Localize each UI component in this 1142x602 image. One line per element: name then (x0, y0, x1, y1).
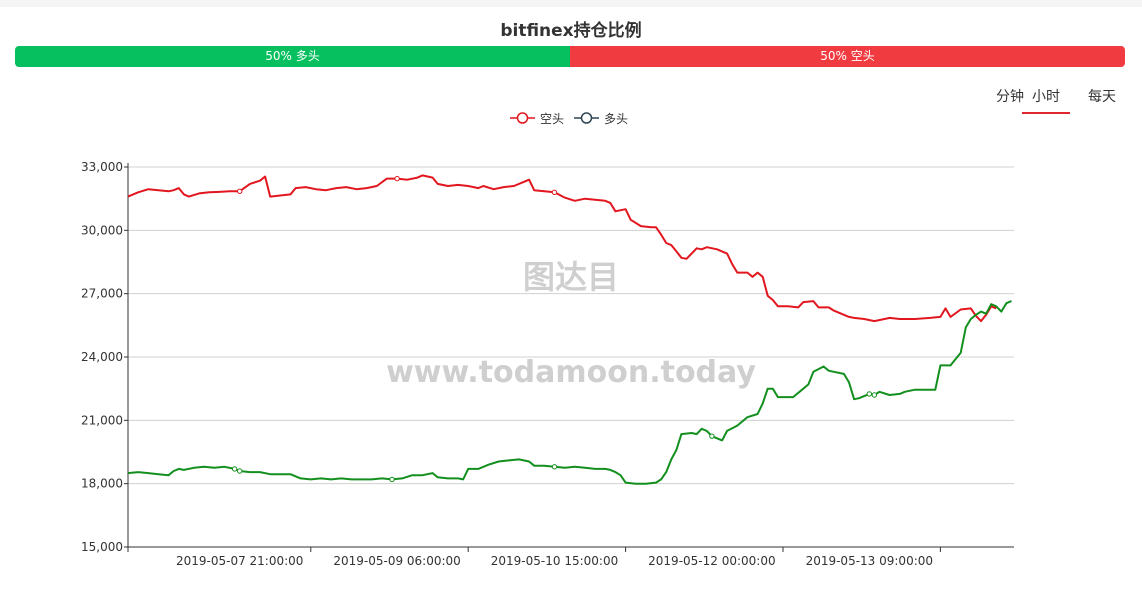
x-tick-label: 2019-05-13 09:00:00 (806, 554, 933, 568)
y-tick-label: 21,000 (81, 413, 123, 427)
y-tick-label: 27,000 (81, 287, 123, 301)
position-ratio-bar: 50% 多头 50% 空头 (15, 46, 1125, 67)
y-tick-label: 15,000 (81, 540, 123, 554)
data-point (709, 433, 715, 439)
x-tick-label: 2019-05-10 15:00:00 (491, 554, 618, 568)
tab-minute[interactable]: 分钟 (996, 89, 1024, 105)
chart-legend: 空头 多头 (510, 109, 638, 127)
y-tick-label: 30,000 (81, 223, 123, 237)
legend-label-long: 多头 (604, 111, 629, 126)
top-strip (0, 0, 1142, 7)
legend-item-long[interactable]: 多头 (574, 110, 628, 127)
long-ratio-segment: 50% 多头 (15, 46, 570, 67)
legend-line-marker-icon (510, 112, 535, 124)
tab-daily[interactable]: 每天 (1088, 89, 1116, 105)
data-point (237, 468, 243, 474)
data-point (551, 464, 558, 470)
data-point (394, 175, 400, 182)
y-tick-label: 24,000 (81, 350, 123, 364)
tab-hour[interactable]: 小时 (1022, 86, 1070, 114)
data-point (389, 476, 395, 483)
legend-item-short[interactable]: 空头 (510, 110, 564, 127)
data-point (551, 189, 558, 196)
data-point (231, 466, 238, 472)
watermark-url: www.todamoon.today (386, 355, 756, 390)
watermark-cn: 图达目 (522, 258, 619, 296)
y-tick-label: 33,000 (81, 160, 123, 174)
legend-label-short: 空头 (540, 111, 565, 126)
series-line-long (127, 300, 1012, 485)
chart-title: bitfinex持仓比例 (500, 21, 642, 41)
data-point (866, 391, 872, 397)
x-tick-label: 2019-05-07 21:00:00 (176, 554, 303, 568)
x-tick-label: 2019-05-12 00:00:00 (648, 554, 775, 568)
series-line-short (127, 174, 997, 323)
short-ratio-segment: 50% 空头 (570, 46, 1125, 67)
data-point (237, 188, 243, 194)
y-tick-label: 18,000 (81, 477, 123, 491)
data-point (871, 392, 878, 398)
legend-line-marker-icon (574, 112, 600, 124)
x-tick-label: 2019-05-09 06:00:00 (333, 554, 460, 568)
interval-tabs: 分钟 小时 每天 (982, 86, 1142, 116)
